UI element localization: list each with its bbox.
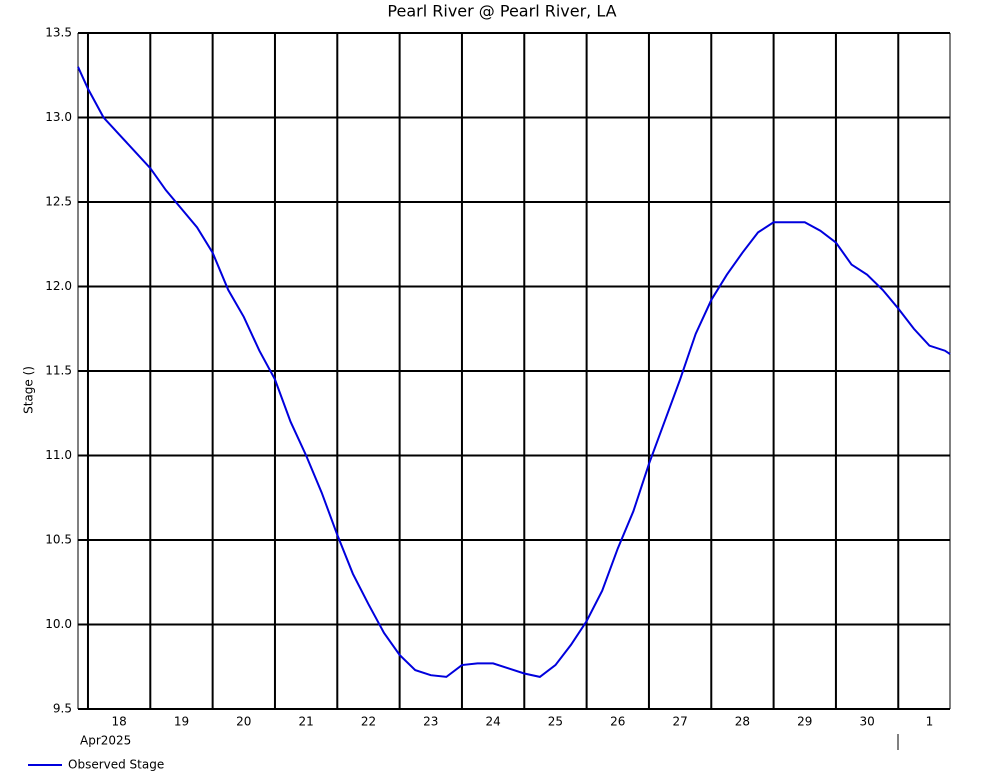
- x-tick-label: 1: [926, 715, 934, 729]
- x-tick-label: 28: [735, 715, 750, 729]
- chart-title: Pearl River @ Pearl River, LA: [387, 2, 616, 21]
- legend-label: Observed Stage: [68, 758, 164, 772]
- y-axis-label: Stage (): [22, 366, 36, 414]
- y-tick-label: 9.5: [53, 702, 72, 716]
- x-tick-label: 21: [298, 715, 313, 729]
- x-tick-label: 19: [174, 715, 189, 729]
- x-tick-label: 26: [610, 715, 625, 729]
- y-tick-label: 11.5: [45, 364, 72, 378]
- x-tick-label: 25: [548, 715, 563, 729]
- y-tick-label: 13.0: [45, 110, 72, 124]
- y-tick-label: 11.0: [45, 448, 72, 462]
- y-tick-label: 13.5: [45, 26, 72, 40]
- x-tick-label: 22: [361, 715, 376, 729]
- x-tick-label: 23: [423, 715, 438, 729]
- y-tick-label: 12.5: [45, 195, 72, 209]
- y-tick-label: 12.0: [45, 279, 72, 293]
- x-tick-label: 30: [859, 715, 874, 729]
- x-tick-label: 18: [111, 715, 126, 729]
- x-tick-label: 20: [236, 715, 251, 729]
- month-label: Apr2025: [80, 734, 131, 748]
- x-tick-label: 24: [485, 715, 500, 729]
- data-line: [77, 66, 951, 678]
- x-tick-label: 29: [797, 715, 812, 729]
- y-tick-label: 10.5: [45, 533, 72, 547]
- x-tick-label: 27: [672, 715, 687, 729]
- y-tick-label: 10.0: [45, 617, 72, 631]
